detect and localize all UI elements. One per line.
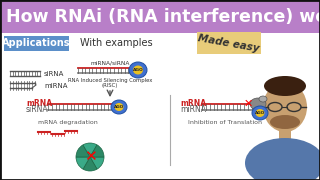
Ellipse shape — [270, 115, 300, 129]
Ellipse shape — [259, 96, 267, 102]
Ellipse shape — [111, 100, 127, 114]
Text: mRNA degradation: mRNA degradation — [38, 120, 98, 125]
Ellipse shape — [264, 76, 306, 96]
Wedge shape — [83, 157, 97, 171]
Text: miRNA: miRNA — [180, 105, 206, 114]
Text: mRNA: mRNA — [180, 100, 206, 109]
Text: siRNA: siRNA — [26, 105, 49, 114]
Text: miRNA: miRNA — [44, 82, 68, 89]
Text: With examples: With examples — [80, 39, 153, 48]
Wedge shape — [90, 145, 104, 157]
Ellipse shape — [255, 109, 265, 117]
Ellipse shape — [263, 82, 307, 132]
Wedge shape — [76, 145, 90, 157]
Text: AGO: AGO — [132, 68, 143, 72]
Text: Applications: Applications — [2, 39, 70, 48]
Ellipse shape — [250, 98, 266, 110]
Ellipse shape — [245, 138, 320, 180]
FancyBboxPatch shape — [4, 36, 69, 51]
Text: AGO: AGO — [114, 105, 124, 109]
Text: siRNA: siRNA — [44, 71, 64, 76]
Text: Made easy: Made easy — [197, 33, 260, 53]
Text: How RNAi (RNA interference) works?: How RNAi (RNA interference) works? — [6, 8, 320, 26]
Wedge shape — [76, 157, 90, 169]
Text: mRNA: mRNA — [26, 100, 52, 109]
Wedge shape — [83, 143, 97, 157]
Ellipse shape — [115, 103, 124, 111]
Text: Inhibition of Translation: Inhibition of Translation — [188, 120, 262, 125]
Text: (RISC): (RISC) — [102, 83, 118, 88]
Text: AGO: AGO — [255, 111, 265, 115]
Ellipse shape — [252, 106, 268, 120]
FancyBboxPatch shape — [0, 33, 320, 180]
Text: RNA Induced Silencing Complex: RNA Induced Silencing Complex — [68, 78, 152, 83]
Text: ✕: ✕ — [243, 99, 253, 109]
Text: miRNA/siRNA: miRNA/siRNA — [90, 60, 130, 66]
Ellipse shape — [129, 62, 147, 78]
FancyBboxPatch shape — [279, 128, 291, 140]
Wedge shape — [90, 157, 104, 169]
Text: ✕: ✕ — [84, 150, 96, 165]
FancyBboxPatch shape — [197, 32, 261, 54]
FancyBboxPatch shape — [0, 0, 320, 33]
Ellipse shape — [133, 66, 143, 75]
